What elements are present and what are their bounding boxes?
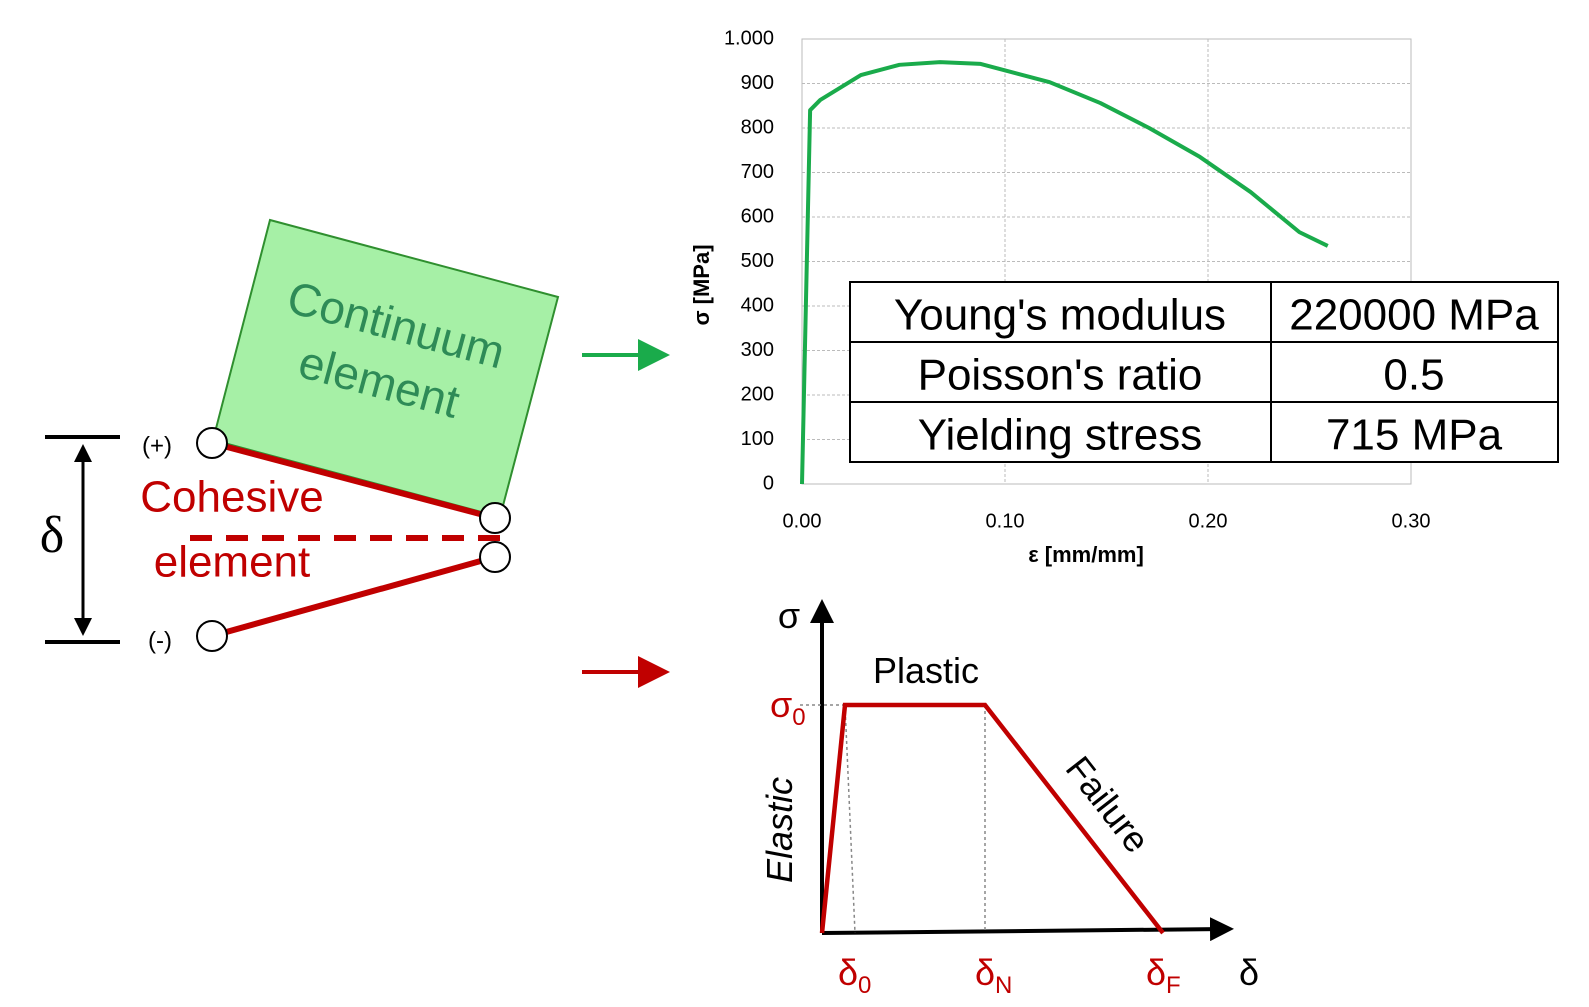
y-axis-label: σ [MPa] — [689, 244, 714, 325]
deltaN-label: δN — [975, 952, 1012, 999]
symbol: δ — [838, 952, 858, 993]
y-tick-label: 800 — [741, 116, 774, 138]
page: Continuum element (+) (-) δ Cohesive ele… — [0, 0, 1589, 1007]
symbol: δ — [975, 952, 995, 993]
deltaF-label: δF — [1146, 952, 1181, 999]
node — [480, 542, 510, 572]
y-tick-label: 200 — [741, 383, 774, 405]
symbol: δ — [1146, 952, 1166, 993]
axis — [822, 929, 1226, 933]
x-axis-label: δ — [1239, 952, 1259, 993]
y-tick-label: 0 — [763, 472, 774, 494]
y-tick-label: 1.000 — [724, 27, 774, 49]
subscript: 0 — [792, 704, 805, 731]
guide-line — [845, 705, 855, 933]
cohesive-label: element — [154, 538, 311, 587]
table-cell: 220000 MPa — [1289, 291, 1539, 340]
plus-node-label: (+) — [142, 432, 172, 459]
sigma0-label: σ0 — [770, 684, 806, 731]
x-tick-label: 0.20 — [1189, 510, 1228, 532]
y-axis-label: σ — [778, 595, 800, 636]
separation-label: δ — [40, 507, 65, 564]
table-cell: Yielding stress — [918, 411, 1203, 460]
traction-law: σ δ Plastic Elastic Failure σ0 δ0 δN δF — [759, 595, 1259, 999]
table-cell: Poisson's ratio — [918, 351, 1203, 400]
x-tick-label: 0.30 — [1392, 510, 1431, 532]
subscript: 0 — [858, 972, 871, 999]
y-tick-label: 500 — [741, 250, 774, 272]
x-tick-label: 0.00 — [783, 510, 822, 532]
y-tick-label: 300 — [741, 339, 774, 361]
symbol: σ — [770, 684, 792, 725]
element-diagram: Continuum element (+) (-) δ Cohesive ele… — [40, 220, 662, 672]
x-tick-label: 0.10 — [986, 510, 1025, 532]
table-cell: 0.5 — [1383, 351, 1444, 400]
node — [197, 621, 227, 651]
delta0-label: δ0 — [838, 952, 871, 999]
minus-node-label: (-) — [148, 627, 172, 654]
y-tick-label: 900 — [741, 72, 774, 94]
node — [480, 503, 510, 533]
x-axis-label: ε [mm/mm] — [1028, 542, 1144, 567]
subscript: N — [995, 972, 1012, 999]
y-tick-label: 100 — [741, 428, 774, 450]
failure-label: Failure — [1058, 748, 1158, 860]
y-tick-label: 600 — [741, 205, 774, 227]
table-cell: Young's modulus — [894, 291, 1226, 340]
cohesive-label: Cohesive — [140, 473, 323, 522]
y-tick-label: 400 — [741, 294, 774, 316]
plastic-label: Plastic — [873, 650, 979, 691]
table-cell: 715 MPa — [1326, 411, 1503, 460]
y-tick-label: 700 — [741, 161, 774, 183]
subscript: F — [1166, 972, 1181, 999]
elastic-label: Elastic — [759, 777, 800, 883]
material-table: Young's modulus 220000 MPa Poisson's rat… — [850, 282, 1558, 462]
node — [197, 428, 227, 458]
